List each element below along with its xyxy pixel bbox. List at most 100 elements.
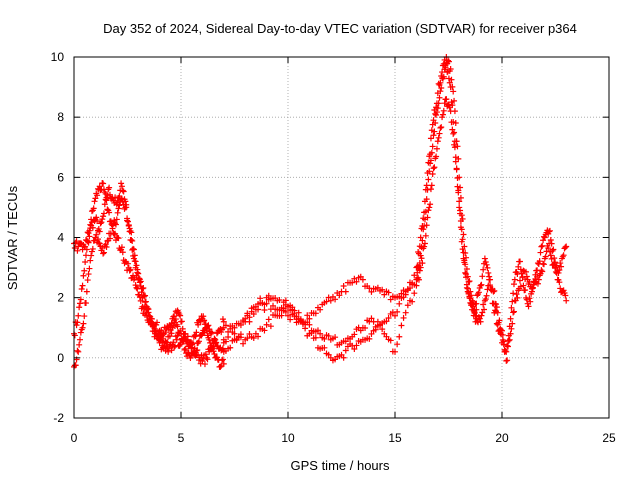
data-point xyxy=(351,275,358,282)
data-point xyxy=(556,267,563,274)
data-point xyxy=(118,183,125,190)
data-point xyxy=(555,276,562,283)
data-point xyxy=(218,329,225,336)
data-point xyxy=(396,300,403,307)
data-point xyxy=(73,322,80,329)
data-point xyxy=(211,335,218,342)
data-point xyxy=(96,228,103,235)
data-point xyxy=(231,324,238,331)
data-point xyxy=(168,320,175,327)
data-point xyxy=(115,205,122,212)
data-point xyxy=(473,306,480,313)
data-point xyxy=(100,249,107,256)
data-point xyxy=(437,124,444,131)
data-point xyxy=(100,186,107,193)
data-point xyxy=(505,337,512,344)
data-point xyxy=(507,315,514,322)
data-point xyxy=(511,276,518,283)
data-point xyxy=(353,342,360,349)
data-point xyxy=(409,298,416,305)
data-point xyxy=(483,292,490,299)
data-point xyxy=(481,255,488,262)
data-point xyxy=(231,330,238,337)
data-point xyxy=(83,237,90,244)
data-point xyxy=(80,320,87,327)
data-point xyxy=(411,272,418,279)
data-point xyxy=(171,344,178,351)
data-point xyxy=(427,151,434,158)
data-point xyxy=(261,327,268,334)
data-point xyxy=(143,312,150,319)
data-point xyxy=(539,268,546,275)
data-point xyxy=(499,327,505,334)
data-point xyxy=(422,232,429,239)
data-point xyxy=(482,259,489,266)
ticks-layer: 0 5 10 15 20 25 -2 0 2 4 6 8 10 xyxy=(51,50,616,445)
data-point xyxy=(304,312,311,319)
data-point xyxy=(227,323,234,330)
data-point xyxy=(527,298,534,305)
data-point xyxy=(91,198,98,205)
data-point xyxy=(293,313,300,320)
data-point xyxy=(456,198,463,205)
data-point xyxy=(317,306,324,313)
data-point xyxy=(76,304,83,311)
data-point xyxy=(461,259,468,266)
data-point xyxy=(136,276,143,283)
data-point xyxy=(488,286,495,293)
data-point xyxy=(137,283,144,290)
data-point xyxy=(184,333,191,340)
data-point xyxy=(150,322,157,329)
data-point xyxy=(540,261,547,268)
data-point xyxy=(124,260,131,267)
data-point xyxy=(211,351,218,358)
data-point xyxy=(465,289,472,296)
data-point xyxy=(124,215,131,222)
data-point xyxy=(402,291,409,298)
data-point xyxy=(437,79,444,86)
data-point xyxy=(428,182,435,189)
data-point xyxy=(562,244,569,251)
data-point xyxy=(411,290,418,297)
series-track-c xyxy=(71,221,227,370)
data-point xyxy=(88,252,95,259)
x-tick-label: 25 xyxy=(602,431,616,445)
data-point xyxy=(422,186,429,193)
x-tick-label: 5 xyxy=(178,431,185,445)
data-point xyxy=(74,347,81,354)
data-point xyxy=(415,250,422,257)
data-point xyxy=(430,117,437,124)
data-point xyxy=(77,329,84,336)
data-point xyxy=(208,329,215,336)
x-tick-label: 10 xyxy=(281,431,295,445)
data-point xyxy=(441,100,448,107)
data-point xyxy=(168,330,175,337)
data-point xyxy=(332,334,339,341)
x-axis-label: GPS time / hours xyxy=(291,458,390,473)
data-point xyxy=(177,327,184,334)
data-point xyxy=(97,220,104,227)
data-point xyxy=(83,288,90,295)
data-point xyxy=(76,300,83,307)
data-point xyxy=(81,313,88,320)
data-point xyxy=(321,335,328,342)
data-point xyxy=(349,279,356,286)
data-point xyxy=(113,216,120,223)
data-point xyxy=(86,265,93,272)
data-point xyxy=(178,318,185,325)
data-point xyxy=(176,343,183,350)
data-point xyxy=(480,301,487,308)
data-point xyxy=(445,58,452,65)
data-point xyxy=(126,228,133,235)
data-point xyxy=(546,240,553,247)
data-point xyxy=(99,216,106,223)
data-point xyxy=(75,348,82,355)
data-point xyxy=(213,339,220,346)
series-track-f xyxy=(220,96,480,355)
x-tick-label: 20 xyxy=(495,431,509,445)
data-point xyxy=(366,335,373,342)
data-point xyxy=(499,331,506,338)
data-point xyxy=(250,311,257,318)
data-point xyxy=(377,321,384,328)
